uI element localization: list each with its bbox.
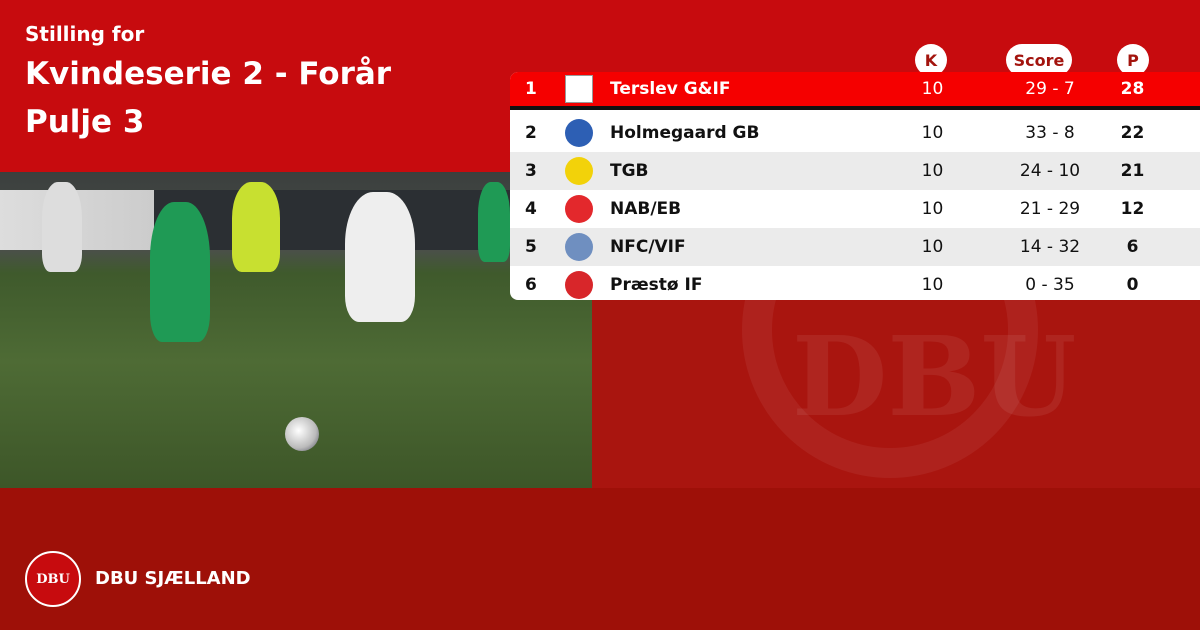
column-header-k: K bbox=[915, 44, 947, 76]
points: 0 bbox=[1126, 275, 1139, 295]
table-row[interactable]: 3 TGB 10 24 - 10 21 bbox=[510, 152, 1200, 190]
match-photo bbox=[0, 172, 592, 488]
column-header-score: Score bbox=[1006, 44, 1072, 76]
team-logo-icon bbox=[565, 157, 593, 185]
points: 6 bbox=[1126, 237, 1139, 257]
table-row[interactable]: 2 Holmegaard GB 10 33 - 8 22 bbox=[510, 114, 1200, 152]
position: 2 bbox=[525, 123, 537, 143]
page-title: Kvindeserie 2 - Forår bbox=[25, 56, 392, 92]
points: 22 bbox=[1120, 123, 1145, 143]
goal-score: 21 - 29 bbox=[1019, 199, 1081, 219]
column-header-p: P bbox=[1117, 44, 1149, 76]
position: 1 bbox=[525, 79, 537, 99]
team-logo-icon bbox=[565, 75, 593, 103]
dbu-logo-text: DBU bbox=[36, 571, 70, 587]
table-row[interactable]: 1 Terslev G&IF 10 29 - 7 28 bbox=[510, 72, 1200, 110]
position: 4 bbox=[525, 199, 537, 219]
goal-score: 24 - 10 bbox=[1019, 161, 1081, 181]
goal-score: 0 - 35 bbox=[1025, 275, 1075, 295]
group-title: Pulje 3 bbox=[25, 104, 145, 140]
position: 6 bbox=[525, 275, 537, 295]
referee bbox=[232, 182, 280, 272]
goal-score: 33 - 8 bbox=[1025, 123, 1075, 143]
points: 12 bbox=[1120, 199, 1145, 219]
brand-name: DBU SJÆLLAND bbox=[95, 568, 251, 589]
team-name: TGB bbox=[610, 161, 649, 181]
position: 3 bbox=[525, 161, 537, 181]
team-logo-icon bbox=[565, 119, 593, 147]
table-row[interactable]: 4 NAB/EB 10 21 - 29 12 bbox=[510, 190, 1200, 228]
table-row[interactable]: 5 NFC/VIF 10 14 - 32 6 bbox=[510, 228, 1200, 266]
subtitle: Stilling for bbox=[25, 22, 145, 46]
team-logo-icon bbox=[565, 195, 593, 223]
points: 21 bbox=[1120, 161, 1145, 181]
player bbox=[345, 192, 415, 322]
dbu-watermark-letters: DBU bbox=[792, 312, 1077, 441]
team-logo-icon bbox=[565, 233, 593, 261]
matches-played: 10 bbox=[921, 237, 944, 257]
matches-played: 10 bbox=[921, 275, 944, 295]
goal-score: 29 - 7 bbox=[1025, 79, 1075, 99]
dbu-logo: DBU bbox=[25, 551, 81, 607]
goal-score: 14 - 32 bbox=[1019, 237, 1081, 257]
team-name: Terslev G&IF bbox=[610, 79, 731, 99]
team-name: Præstø IF bbox=[610, 275, 703, 295]
player bbox=[42, 182, 82, 272]
matches-played: 10 bbox=[921, 199, 944, 219]
table-row[interactable]: 6 Præstø IF 10 0 - 35 0 bbox=[510, 266, 1200, 300]
football bbox=[285, 417, 319, 451]
matches-played: 10 bbox=[921, 161, 944, 181]
points: 28 bbox=[1120, 79, 1145, 99]
matches-played: 10 bbox=[921, 79, 944, 99]
player bbox=[150, 202, 210, 342]
team-name: NFC/VIF bbox=[610, 237, 686, 257]
matches-played: 10 bbox=[921, 123, 944, 143]
player bbox=[478, 182, 510, 262]
team-name: NAB/EB bbox=[610, 199, 682, 219]
team-name: Holmegaard GB bbox=[610, 123, 760, 143]
position: 5 bbox=[525, 237, 537, 257]
standings-table: 1 Terslev G&IF 10 29 - 7 28 2 Holmegaard … bbox=[510, 72, 1200, 300]
team-logo-icon bbox=[565, 271, 593, 299]
